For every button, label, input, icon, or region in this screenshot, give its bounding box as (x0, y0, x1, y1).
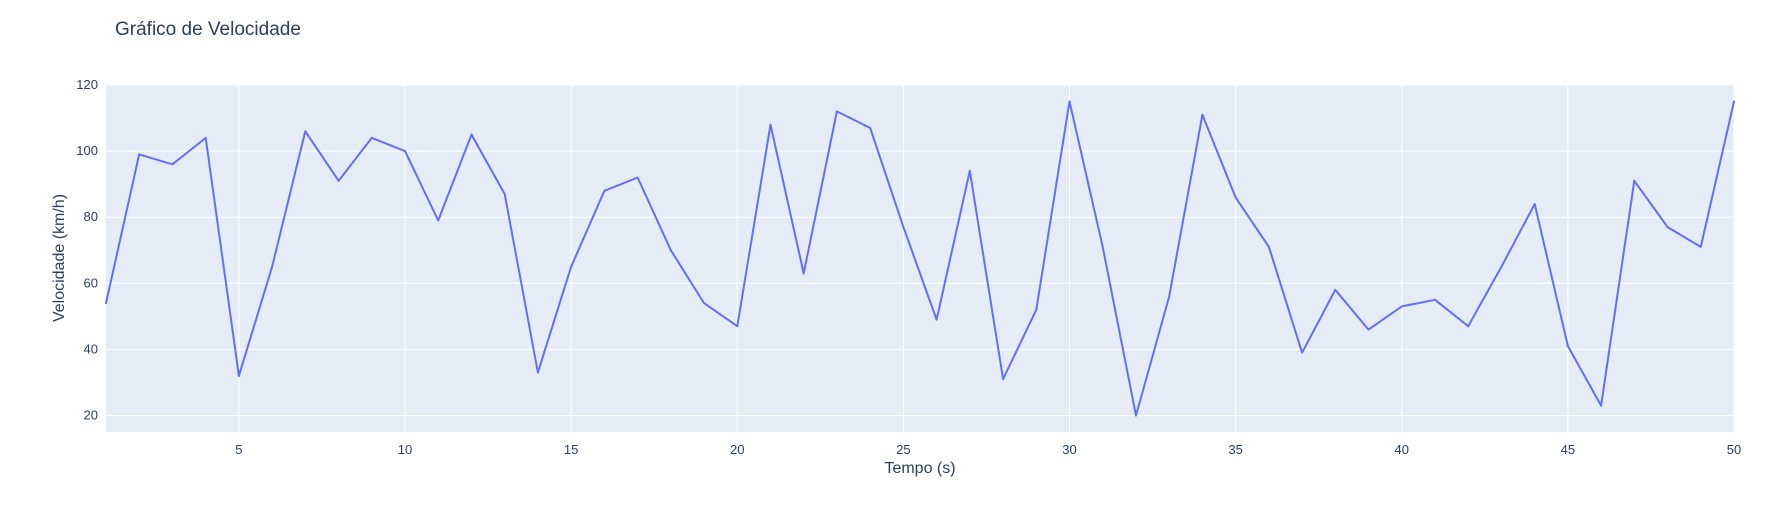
gridlines (106, 84, 1735, 432)
x-axis-ticks: 5 10 15 20 25 30 35 40 45 50 (235, 442, 1741, 457)
data-point (1633, 179, 1636, 182)
data-point (835, 110, 838, 113)
data-point (1002, 378, 1005, 381)
data-point (802, 272, 805, 275)
data-point (437, 219, 440, 222)
data-point (470, 133, 473, 136)
data-point (1334, 288, 1337, 291)
data-point (1234, 196, 1237, 199)
data-point (570, 265, 573, 268)
data-point (138, 153, 141, 156)
data-point (1600, 404, 1603, 407)
data-point (1267, 245, 1270, 248)
data-point (1400, 305, 1403, 308)
x-tick-label: 25 (896, 442, 910, 457)
plot-area (106, 85, 1734, 432)
x-axis-label: Tempo (s) (884, 460, 955, 477)
chart-title: Gráfico de Velocidade (115, 19, 301, 40)
data-point (370, 136, 373, 139)
data-point (1367, 328, 1370, 331)
data-point (304, 130, 307, 133)
data-point (935, 318, 938, 321)
data-point (271, 265, 274, 268)
speed-series-line (105, 100, 1735, 417)
data-point (337, 179, 340, 182)
data-point (1666, 226, 1669, 229)
data-point (669, 249, 672, 252)
data-point (105, 302, 107, 305)
data-point (1699, 245, 1702, 248)
data-point (1500, 265, 1503, 268)
data-point (404, 150, 407, 153)
data-point (237, 374, 240, 377)
data-point (1201, 113, 1204, 116)
data-point (1101, 245, 1104, 248)
data-point (703, 302, 706, 305)
y-tick-label: 120 (76, 77, 98, 92)
data-point (636, 176, 639, 179)
x-tick-label: 30 (1062, 442, 1076, 457)
y-tick-label: 20 (84, 407, 98, 422)
data-point (1433, 298, 1436, 301)
y-axis-label: Velocidade (km/h) (51, 194, 68, 322)
data-point (1566, 345, 1569, 348)
y-axis-ticks: 20 40 60 80 100 120 (76, 77, 98, 422)
data-point (1068, 100, 1071, 103)
x-tick-label: 45 (1561, 442, 1575, 457)
data-point (1733, 100, 1735, 103)
x-tick-label: 5 (235, 442, 242, 457)
data-point (503, 193, 506, 196)
y-tick-label: 60 (84, 275, 98, 290)
data-point (536, 371, 539, 374)
data-point (1467, 325, 1470, 328)
y-tick-label: 80 (84, 209, 98, 224)
x-tick-label: 50 (1727, 442, 1741, 457)
data-point (171, 163, 174, 166)
data-point (603, 189, 606, 192)
x-tick-label: 15 (564, 442, 578, 457)
y-tick-label: 40 (84, 341, 98, 356)
x-tick-label: 35 (1228, 442, 1242, 457)
x-tick-label: 40 (1395, 442, 1409, 457)
data-point (1168, 295, 1171, 298)
data-point (1533, 202, 1536, 205)
data-point (968, 169, 971, 172)
data-point (204, 136, 207, 139)
data-point (1035, 308, 1038, 311)
data-point (769, 123, 772, 126)
data-point (1301, 351, 1304, 354)
y-tick-label: 100 (76, 143, 98, 158)
data-point (902, 226, 905, 229)
data-point (736, 325, 739, 328)
x-tick-label: 20 (730, 442, 744, 457)
x-tick-label: 10 (398, 442, 412, 457)
data-points (105, 100, 1735, 417)
data-point (1134, 414, 1137, 417)
data-point (869, 126, 872, 129)
